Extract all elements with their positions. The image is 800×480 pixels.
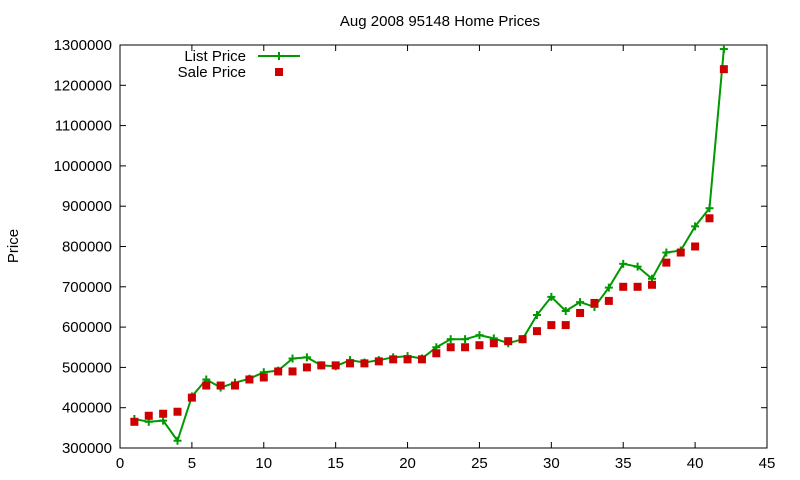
data-point-sale-price: [647, 280, 656, 289]
x-tick-label: 15: [327, 455, 344, 472]
axis-tick-labels: 0 5 10 15 20 25 30 35 40 45 300000 400000 500000 6000…: [54, 37, 776, 472]
data-point-sale-price: [374, 357, 383, 366]
data-point-list-price: [633, 262, 642, 271]
data-point-sale-price: [173, 407, 182, 416]
data-point-sale-price: [532, 327, 541, 336]
data-point-sale-price: [288, 367, 297, 376]
data-point-sale-price: [604, 296, 613, 305]
axis-ticks: [119, 44, 768, 449]
series-layer: [130, 45, 728, 445]
y-tick-label: 500000: [62, 359, 112, 376]
data-point-sale-price: [331, 361, 340, 370]
y-tick-label: 600000: [62, 319, 112, 336]
data-point-sale-price: [475, 341, 484, 350]
x-tick-label: 35: [615, 455, 632, 472]
data-point-sale-price: [691, 242, 700, 251]
data-point-list-price: [705, 204, 714, 213]
data-point-sale-price: [547, 321, 556, 330]
y-tick-label: 1300000: [54, 37, 112, 54]
data-point-sale-price: [489, 339, 498, 348]
data-point-list-price: [288, 354, 297, 363]
data-point-sale-price: [619, 282, 628, 291]
legend-marker-list-price: [275, 52, 283, 60]
x-tick-label: 10: [255, 455, 272, 472]
y-tick-label: 900000: [62, 198, 112, 215]
data-point-list-price: [561, 306, 570, 315]
y-tick-label: 300000: [62, 440, 112, 457]
y-tick-label: 800000: [62, 239, 112, 256]
y-tick-label: 1000000: [54, 158, 112, 175]
data-point-list-price: [532, 311, 541, 320]
data-point-list-price: [691, 222, 700, 231]
x-tick-label: 20: [399, 455, 416, 472]
data-point-sale-price: [130, 417, 139, 426]
data-point-sale-price: [705, 214, 714, 223]
data-point-sale-price: [461, 343, 470, 352]
data-point-sale-price: [633, 282, 642, 291]
data-point-sale-price: [446, 343, 455, 352]
y-tick-label: 1100000: [55, 118, 112, 135]
x-tick-label: 0: [116, 455, 124, 472]
x-tick-label: 40: [687, 455, 704, 472]
data-point-sale-price: [504, 337, 513, 346]
data-point-list-price: [619, 259, 628, 268]
data-point-sale-price: [432, 349, 441, 358]
legend-label-list-price: List Price: [184, 48, 246, 65]
data-point-sale-price: [346, 359, 355, 368]
data-point-sale-price: [590, 298, 599, 307]
data-point-sale-price: [576, 308, 585, 317]
data-point-list-price: [159, 416, 168, 425]
data-point-list-price: [302, 353, 311, 362]
data-point-sale-price: [561, 321, 570, 330]
data-point-list-price: [604, 283, 613, 292]
legend-marker-sale-price: [275, 68, 283, 76]
data-point-sale-price: [417, 355, 426, 364]
data-point-sale-price: [389, 355, 398, 364]
data-point-list-price: [475, 331, 484, 340]
x-tick-label: 5: [188, 455, 196, 472]
data-point-list-price: [662, 248, 671, 257]
y-tick-label: 700000: [62, 279, 112, 296]
chart-title: Aug 2008 95148 Home Prices: [340, 13, 540, 30]
data-point-sale-price: [518, 335, 527, 344]
x-tick-label: 30: [543, 455, 560, 472]
data-point-sale-price: [259, 373, 268, 382]
y-axis-label: Price: [5, 229, 22, 263]
data-point-sale-price: [662, 258, 671, 267]
x-tick-label: 45: [759, 455, 776, 472]
data-point-sale-price: [360, 359, 369, 368]
data-point-sale-price: [302, 363, 311, 372]
data-point-sale-price: [676, 248, 685, 257]
y-tick-label: 400000: [62, 400, 112, 417]
data-point-sale-price: [317, 361, 326, 370]
data-point-list-price: [547, 292, 556, 301]
x-tick-label: 25: [471, 455, 488, 472]
data-point-list-price: [446, 335, 455, 344]
data-point-sale-price: [274, 367, 283, 376]
data-point-sale-price: [187, 393, 196, 402]
data-point-sale-price: [403, 355, 412, 364]
y-tick-label: 1200000: [54, 77, 112, 94]
data-point-sale-price: [216, 381, 225, 390]
data-point-list-price: [461, 335, 470, 344]
data-point-list-price: [719, 45, 728, 54]
legend: List Price Sale Price: [178, 48, 300, 81]
data-point-list-price: [576, 298, 585, 307]
data-point-sale-price: [245, 375, 254, 384]
data-point-sale-price: [719, 65, 728, 74]
data-point-sale-price: [202, 381, 211, 390]
data-point-sale-price: [231, 381, 240, 390]
legend-label-sale-price: Sale Price: [178, 64, 246, 81]
data-point-list-price: [173, 436, 182, 445]
data-point-sale-price: [144, 411, 153, 420]
data-point-sale-price: [159, 409, 168, 418]
